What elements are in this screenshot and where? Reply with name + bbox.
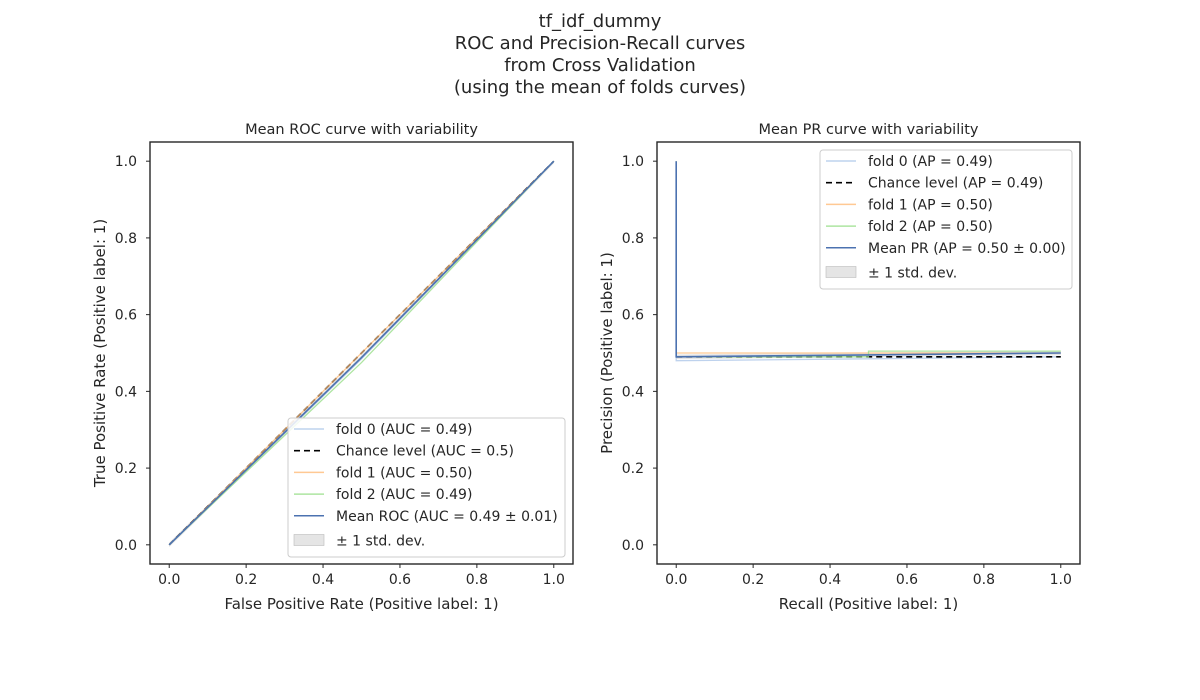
subplot-pr: 0.0 0.2 0.4 0.6 0.8 1.0 0.0 0.2 0.4 0.6 0.8 1.0 Mean…: [598, 122, 1081, 613]
y-tick-label: 1.0: [622, 154, 644, 170]
y-tick-label: 0.4: [115, 384, 137, 400]
legend-swatch-band: [825, 266, 857, 278]
y-tick-label: 1.0: [115, 154, 137, 170]
x-tick-label: 0.8: [973, 572, 995, 588]
legend-label: fold 0 (AP = 0.49): [868, 154, 993, 170]
series-line-4: [168, 160, 555, 546]
legend-label: fold 1 (AUC = 0.50): [336, 465, 472, 481]
x-tick-label: 0.0: [158, 572, 180, 588]
legend-label: Chance level (AUC = 0.5): [336, 444, 514, 460]
y-tick-label: 0.0: [622, 538, 644, 554]
subplot-title: Mean ROC curve with variability: [245, 122, 478, 138]
legend-label: fold 2 (AP = 0.50): [868, 219, 993, 235]
subplot-roc: 0.0 0.2 0.4 0.6 0.8 1.0 0.0 0.2 0.4 0.6 0.8 1.0 Mean…: [91, 122, 574, 613]
series-line-3: [168, 160, 555, 546]
legend-swatch-band: [293, 534, 325, 546]
legend-label: Mean PR (AP = 0.50 ± 0.00): [868, 241, 1066, 257]
legend-label: Mean ROC (AUC = 0.49 ± 0.01): [336, 509, 558, 525]
x-tick-label: 0.6: [389, 572, 411, 588]
x-tick-label: 0.8: [466, 572, 488, 588]
subplot-title: Mean PR curve with variability: [758, 122, 978, 138]
axes-frame: [149, 141, 574, 565]
y-tick-label: 0.6: [115, 308, 137, 324]
series-line-2: [168, 160, 555, 546]
y-tick-label: 0.0: [115, 538, 137, 554]
x-tick-label: 0.4: [819, 572, 841, 588]
x-tick-label: 0.6: [896, 572, 918, 588]
y-tick-label: 0.6: [622, 308, 644, 324]
legend-label: fold 1 (AP = 0.50): [868, 197, 993, 213]
y-tick-label: 0.2: [622, 461, 644, 477]
y-tick-label: 0.8: [622, 231, 644, 247]
x-axis-label: False Positive Rate (Positive label: 1): [224, 595, 498, 613]
x-tick-label: 0.2: [742, 572, 764, 588]
y-axis-label: Precision (Positive label: 1): [598, 252, 616, 454]
suptitle-line-2: ROC and Precision-Recall curves: [454, 33, 746, 54]
legend-box: [819, 149, 1073, 290]
y-tick-label: 0.8: [115, 231, 137, 247]
x-tick-label: 1.0: [543, 572, 565, 588]
legend-label: ± 1 std. dev.: [868, 266, 957, 282]
x-tick-label: 0.4: [312, 572, 334, 588]
legend-label: fold 2 (AUC = 0.49): [336, 487, 472, 503]
x-tick-label: 0.2: [235, 572, 257, 588]
legend-box: [287, 417, 566, 558]
x-tick-label: 1.0: [1050, 572, 1072, 588]
series-line-4: [675, 161, 1061, 358]
suptitle-line-1: tf_idf_dummy: [538, 11, 662, 32]
x-tick-label: 0.0: [665, 572, 687, 588]
legend-label: fold 0 (AUC = 0.49): [336, 422, 472, 438]
suptitle-line-4: (using the mean of folds curves): [453, 77, 747, 98]
suptitle-line-3: from Cross Validation: [504, 55, 696, 76]
y-axis-label: True Positive Rate (Positive label: 1): [91, 219, 109, 488]
legend-label: ± 1 std. dev.: [336, 534, 425, 550]
legend-label: Chance level (AP = 0.49): [868, 176, 1043, 192]
y-tick-label: 0.2: [115, 461, 137, 477]
y-tick-label: 0.4: [622, 384, 644, 400]
axes-frame: [656, 141, 1081, 565]
x-axis-label: Recall (Positive label: 1): [779, 595, 958, 613]
